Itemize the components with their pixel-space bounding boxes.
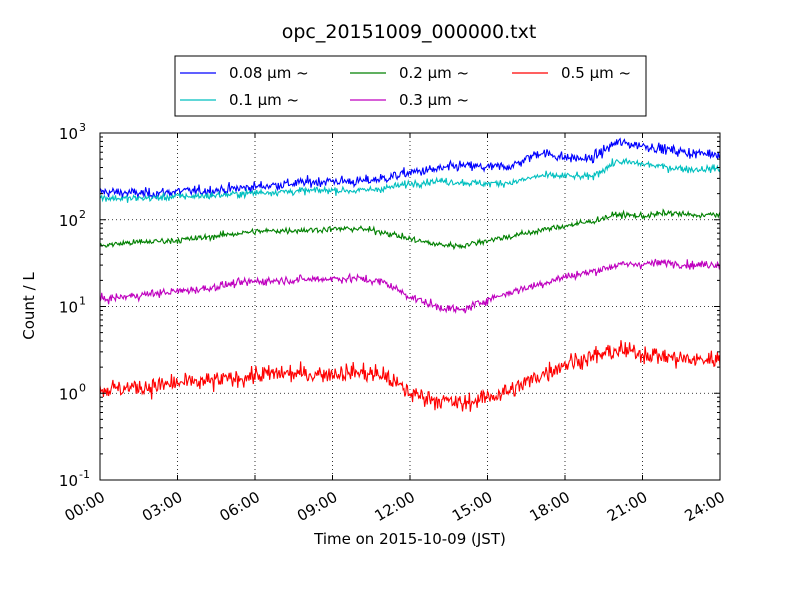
y-tick-label: 10 [59,385,78,403]
series-line [99,258,721,314]
y-tick-label: 10 [59,212,78,230]
series-line [99,157,721,203]
y-tick-exponent: -1 [79,468,90,481]
x-tick-label: 24:00 [682,488,728,525]
axis-ticks [99,132,721,481]
x-tick-label: 12:00 [372,488,418,525]
x-tick-label: 18:00 [527,488,573,525]
grid-lines [100,133,720,480]
x-tick-label: 06:00 [217,488,263,525]
legend-label: 0.5 μm ~ [561,64,631,82]
x-tick-label: 21:00 [604,488,650,525]
x-tick-label: 00:00 [62,488,108,525]
y-tick-exponent: 1 [79,295,86,308]
legend-label: 0.3 μm ~ [399,91,469,109]
y-axis-label: Count / L [20,272,38,340]
chart-title: opc_20151009_000000.txt [282,21,537,43]
legend-label: 0.1 μm ~ [229,91,299,109]
y-tick-exponent: 2 [79,208,86,221]
y-tick-exponent: 0 [79,381,86,394]
x-tick-label: 15:00 [449,488,495,525]
legend-label: 0.2 μm ~ [399,64,469,82]
series-line [99,137,721,200]
legend: 0.08 μm ~ 0.1 μm ~ 0.2 μm ~ 0.3 μm ~ 0.5 μm … [174,55,647,117]
x-tick-label: 03:00 [139,488,185,525]
series-line [99,340,721,412]
y-tick-label: 10 [59,125,78,143]
x-tick-label: 09:00 [294,488,340,525]
legend-label: 0.08 μm ~ [229,64,309,82]
y-tick-label: 10 [59,299,78,317]
y-tick-exponent: 3 [79,121,86,134]
series-line [99,208,721,251]
x-axis-label: Time on 2015-10-09 (JST) [313,530,506,548]
x-tick-labels: 00:00 03:00 06:00 09:00 12:00 15:00 18:00 21:00… [62,488,728,525]
y-tick-label: 10 [59,472,78,490]
series-lines [99,137,721,412]
legend-box [174,55,647,117]
